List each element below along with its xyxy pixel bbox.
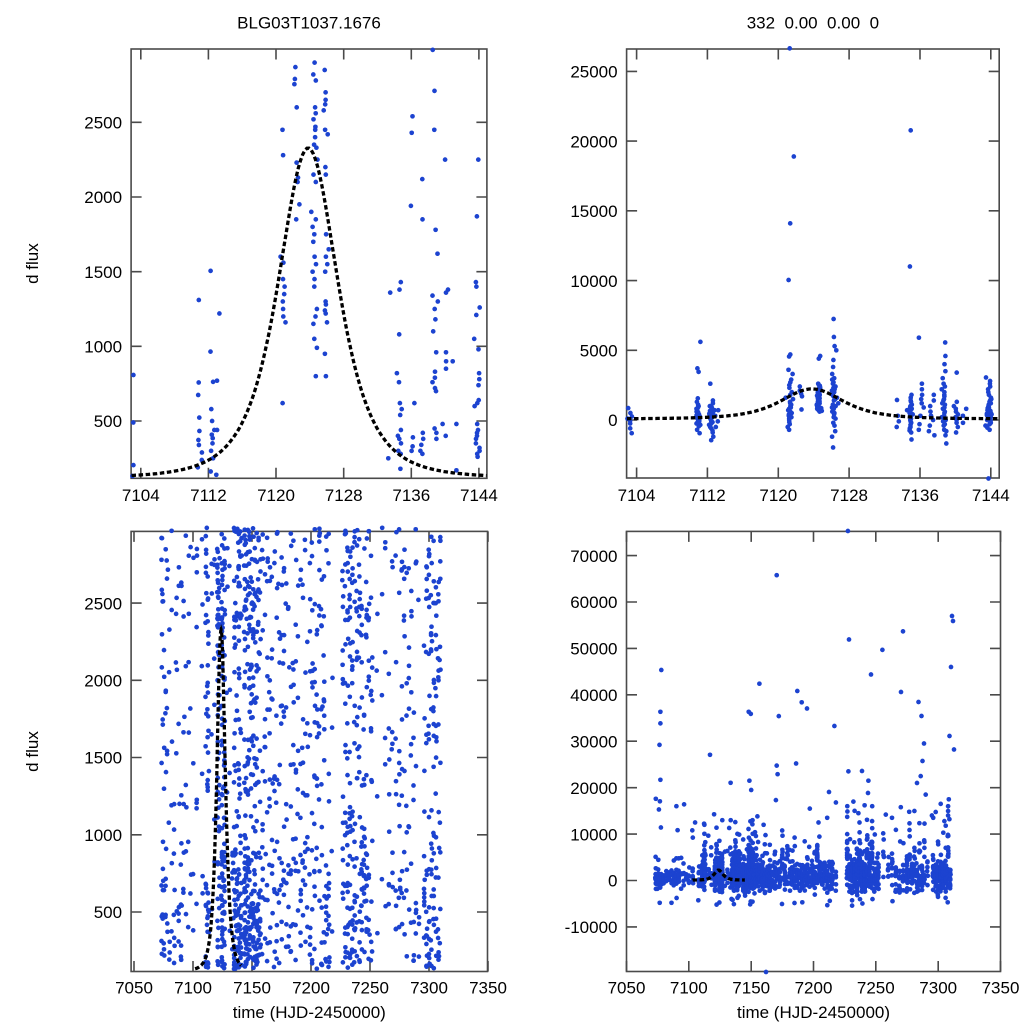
svg-text:500: 500 [94, 412, 122, 431]
svg-text:d flux: d flux [23, 243, 42, 284]
svg-text:60000: 60000 [570, 593, 617, 612]
svg-text:7128: 7128 [830, 486, 868, 505]
svg-text:7128: 7128 [325, 486, 363, 505]
svg-text:7250: 7250 [857, 979, 895, 998]
svg-text:7100: 7100 [174, 979, 212, 998]
svg-text:7104: 7104 [122, 486, 160, 505]
svg-text:7350: 7350 [982, 979, 1020, 998]
svg-text:d flux: d flux [23, 731, 42, 772]
svg-text:7150: 7150 [233, 979, 271, 998]
svg-text:7050: 7050 [608, 979, 646, 998]
svg-text:10000: 10000 [570, 272, 617, 291]
svg-text:7120: 7120 [759, 486, 797, 505]
svg-text:7200: 7200 [292, 979, 330, 998]
svg-text:BLG03T1037.1676: BLG03T1037.1676 [237, 14, 381, 33]
svg-text:10000: 10000 [570, 825, 617, 844]
svg-text:7144: 7144 [972, 486, 1010, 505]
svg-text:0: 0 [608, 411, 617, 430]
svg-text:1000: 1000 [84, 826, 122, 845]
svg-text:7300: 7300 [919, 979, 957, 998]
svg-text:7350: 7350 [469, 979, 507, 998]
svg-text:7112: 7112 [689, 486, 726, 505]
svg-text:30000: 30000 [570, 732, 617, 751]
svg-text:332 0.00 0.00 0: 332 0.00 0.00 0 [747, 14, 879, 33]
svg-text:time (HJD-2450000): time (HJD-2450000) [737, 1003, 890, 1022]
svg-text:50000: 50000 [570, 640, 617, 659]
svg-text:1000: 1000 [84, 338, 122, 357]
svg-text:2500: 2500 [84, 594, 122, 613]
svg-text:7112: 7112 [190, 486, 227, 505]
svg-text:7100: 7100 [670, 979, 708, 998]
svg-text:5000: 5000 [580, 342, 618, 361]
svg-text:25000: 25000 [570, 63, 617, 82]
svg-text:7200: 7200 [795, 979, 833, 998]
svg-text:500: 500 [94, 903, 122, 922]
svg-text:20000: 20000 [570, 132, 617, 151]
svg-text:7050: 7050 [115, 979, 153, 998]
svg-text:0: 0 [608, 872, 617, 891]
svg-text:70000: 70000 [570, 547, 617, 566]
svg-text:1500: 1500 [84, 749, 122, 768]
svg-text:time (HJD-2450000): time (HJD-2450000) [233, 1003, 386, 1022]
svg-text:7250: 7250 [351, 979, 389, 998]
svg-text:7136: 7136 [392, 486, 430, 505]
svg-text:1500: 1500 [84, 263, 122, 282]
svg-text:20000: 20000 [570, 779, 617, 798]
svg-text:7104: 7104 [618, 486, 656, 505]
svg-text:-10000: -10000 [565, 918, 618, 937]
svg-text:7120: 7120 [257, 486, 295, 505]
svg-text:7136: 7136 [901, 486, 939, 505]
svg-text:7150: 7150 [732, 979, 770, 998]
svg-text:2500: 2500 [84, 114, 122, 133]
svg-text:7144: 7144 [460, 486, 498, 505]
svg-text:40000: 40000 [570, 686, 617, 705]
svg-text:15000: 15000 [570, 202, 617, 221]
svg-text:7300: 7300 [410, 979, 448, 998]
svg-text:2000: 2000 [84, 672, 122, 691]
svg-text:2000: 2000 [84, 188, 122, 207]
